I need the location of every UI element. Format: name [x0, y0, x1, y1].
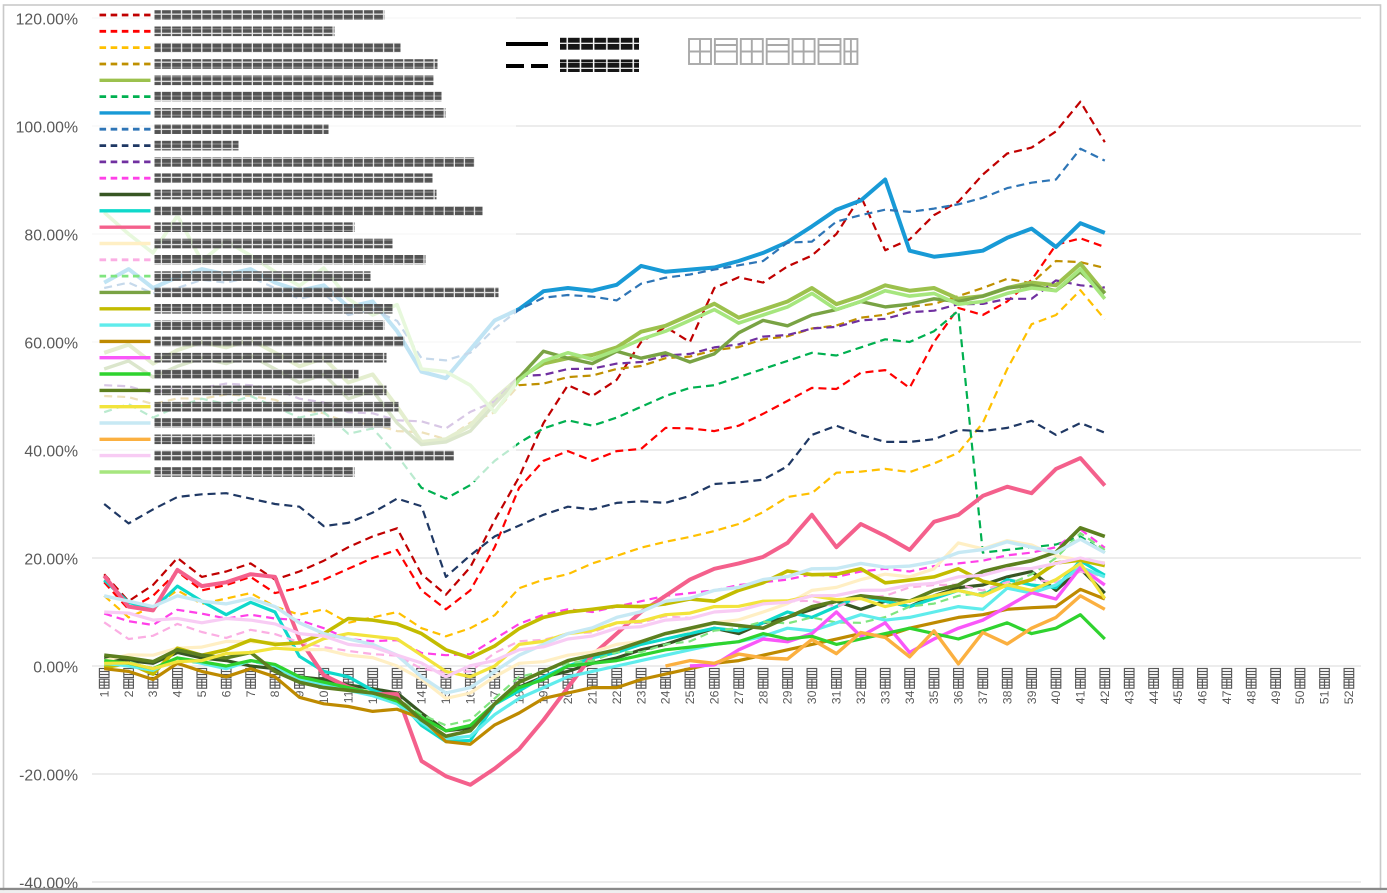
- svg-text:31: 31: [830, 690, 844, 704]
- svg-text:38: 38: [1000, 690, 1014, 704]
- svg-text:50: 50: [1293, 690, 1307, 704]
- svg-text:34: 34: [903, 690, 917, 704]
- svg-text:9: 9: [293, 690, 307, 697]
- svg-text:5: 5: [195, 690, 209, 697]
- svg-text:33: 33: [878, 690, 892, 704]
- svg-text:0.00%: 0.00%: [33, 659, 78, 676]
- svg-text:22: 22: [610, 690, 624, 704]
- svg-text:48: 48: [1244, 690, 1258, 704]
- svg-text:4: 4: [171, 690, 185, 697]
- svg-text:35: 35: [927, 690, 941, 704]
- svg-text:46: 46: [1196, 690, 1210, 704]
- svg-text:3: 3: [146, 690, 160, 697]
- svg-text:49: 49: [1269, 690, 1283, 704]
- svg-text:29: 29: [781, 690, 795, 704]
- svg-text:32: 32: [854, 690, 868, 704]
- svg-text:47: 47: [1220, 690, 1234, 704]
- svg-text:6: 6: [219, 690, 233, 697]
- svg-text:40: 40: [1049, 690, 1063, 704]
- svg-text:80.00%: 80.00%: [24, 227, 78, 244]
- svg-text:42: 42: [1098, 690, 1112, 704]
- svg-text:27: 27: [732, 690, 746, 704]
- svg-text:25: 25: [683, 690, 697, 704]
- svg-text:21: 21: [586, 690, 600, 704]
- svg-text:10: 10: [317, 690, 331, 704]
- svg-text:26: 26: [708, 690, 722, 704]
- svg-text:-20.00%: -20.00%: [19, 767, 78, 784]
- svg-text:120.00%: 120.00%: [16, 11, 78, 28]
- svg-text:37: 37: [976, 690, 990, 704]
- svg-text:7: 7: [244, 690, 258, 697]
- svg-text:41: 41: [1074, 690, 1088, 704]
- svg-text:20.00%: 20.00%: [24, 551, 78, 568]
- svg-text:44: 44: [1147, 690, 1161, 704]
- svg-text:60.00%: 60.00%: [24, 335, 78, 352]
- svg-text:1: 1: [97, 690, 111, 697]
- svg-text:51: 51: [1318, 690, 1332, 704]
- svg-text:30: 30: [805, 690, 819, 704]
- svg-text:8: 8: [268, 690, 282, 697]
- svg-text:39: 39: [1025, 690, 1039, 704]
- svg-text:45: 45: [1171, 690, 1185, 704]
- svg-text:28: 28: [756, 690, 770, 704]
- svg-text:52: 52: [1342, 690, 1356, 704]
- svg-text:14: 14: [415, 690, 429, 704]
- svg-text:43: 43: [1122, 690, 1136, 704]
- svg-text:11: 11: [342, 690, 356, 703]
- svg-text:100.00%: 100.00%: [16, 119, 78, 136]
- svg-text:2: 2: [122, 690, 136, 697]
- svg-text:24: 24: [659, 690, 673, 704]
- svg-text:36: 36: [952, 690, 966, 704]
- svg-text:23: 23: [634, 690, 648, 704]
- svg-text:40.00%: 40.00%: [24, 443, 78, 460]
